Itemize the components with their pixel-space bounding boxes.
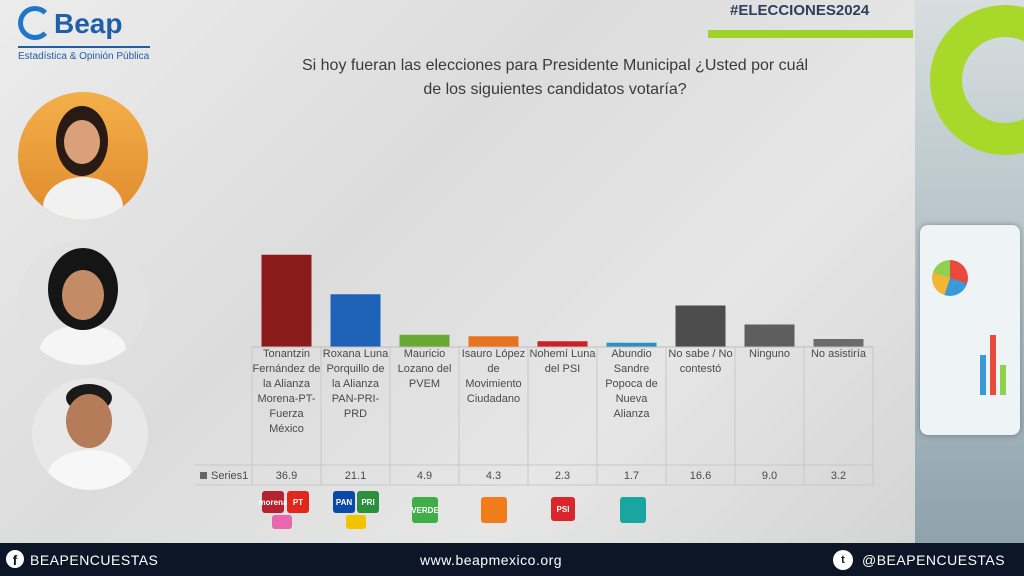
category-label: Nohemí Luna del PSI <box>529 348 596 375</box>
category-label: Mauricio Lozano del PVEM <box>397 348 452 390</box>
category-label: Abundio Sandre Popoca de Nueva Alianza <box>605 348 658 420</box>
chart-svg <box>195 254 874 486</box>
verde-logo: VERDE <box>411 497 439 523</box>
data-label: 9.0 <box>761 470 778 482</box>
survey-question: Si hoy fueran las elecciones para Presid… <box>255 54 855 102</box>
poster-background <box>0 0 915 543</box>
brand-underline <box>18 46 150 48</box>
vote-intention-chart: Tonantzin Fernández de la Alianza Morena… <box>195 240 875 490</box>
data-label: 3.2 <box>830 470 847 482</box>
bar-8 <box>813 339 864 347</box>
twitter-icon: t <box>833 550 853 570</box>
twitter-handle[interactable]: @BEAPENCUESTAS <box>862 552 1006 568</box>
decorative-bar <box>980 355 986 395</box>
bar-6 <box>675 305 726 347</box>
category-label: No asistiría <box>810 348 867 360</box>
fuerza-mexico-logo <box>272 515 292 529</box>
hashtag-underline <box>708 30 913 38</box>
data-label: 4.9 <box>416 470 433 482</box>
candidate-photo-roxana <box>18 240 148 365</box>
series-name: Series1 <box>211 470 249 482</box>
bar-3 <box>468 336 519 347</box>
morena-logo: morena <box>259 491 287 513</box>
bar-2 <box>399 334 450 347</box>
category-label: Tonantzin Fernández de la Alianza Morena… <box>252 348 321 435</box>
candidate-photo-isauro <box>32 378 148 490</box>
category-label: Isauro López de Movimiento Ciudadano <box>461 348 526 405</box>
decorative-bar <box>990 335 996 395</box>
party-logos-row: morena PT PAN PRI VERDE PSI <box>0 491 915 542</box>
data-label: 21.1 <box>344 470 367 482</box>
category-label: No sabe / No contestó <box>668 348 733 375</box>
pan-logo: PAN <box>333 491 355 513</box>
tablet-illustration <box>920 225 1020 435</box>
psi-logo: PSI <box>551 497 575 521</box>
category-label: Roxana Luna Porquillo de la Alianza PAN-… <box>322 348 389 420</box>
beap-logo-icon <box>18 6 52 40</box>
legend-swatch <box>200 472 207 479</box>
brand-subtitle: Estadística & Opinión Pública <box>18 51 150 62</box>
candidate-photo-tonantzin <box>18 92 148 220</box>
pt-logo: PT <box>287 491 309 513</box>
footer-bar: f BEAPENCUESTAS www.beapmexico.org t @BE… <box>0 543 1024 576</box>
facebook-icon: f <box>6 550 24 568</box>
bar-0 <box>261 254 312 347</box>
decorative-bar <box>1000 365 1006 395</box>
nueva-alianza-logo <box>620 497 646 523</box>
category-label: Ninguno <box>749 348 790 360</box>
facebook-handle[interactable]: BEAPENCUESTAS <box>30 552 159 568</box>
decorative-side-photo <box>915 0 1024 543</box>
brand-name: Beap <box>54 8 123 39</box>
data-label: 2.3 <box>554 470 571 482</box>
bar-4 <box>537 341 588 347</box>
prd-logo <box>346 515 366 529</box>
pie-icon <box>932 260 968 296</box>
bar-7 <box>744 324 795 347</box>
hashtag: #ELECCIONES2024 <box>730 2 870 19</box>
movimiento-ciudadano-logo <box>481 497 507 523</box>
decorative-ring <box>930 5 1024 155</box>
data-label: 1.7 <box>623 470 640 482</box>
bar-1 <box>330 294 381 347</box>
legend-entry: Series1 <box>200 470 248 482</box>
data-label: 36.9 <box>275 470 298 482</box>
data-label: 4.3 <box>485 470 502 482</box>
survey-question-line1: Si hoy fueran las elecciones para Presid… <box>301 57 809 74</box>
pri-logo: PRI <box>357 491 379 513</box>
website-link[interactable]: www.beapmexico.org <box>420 552 563 568</box>
data-label: 16.6 <box>689 470 712 482</box>
bar-5 <box>606 342 657 347</box>
survey-question-line2: de los siguientes candidatos votaría? <box>423 81 687 98</box>
